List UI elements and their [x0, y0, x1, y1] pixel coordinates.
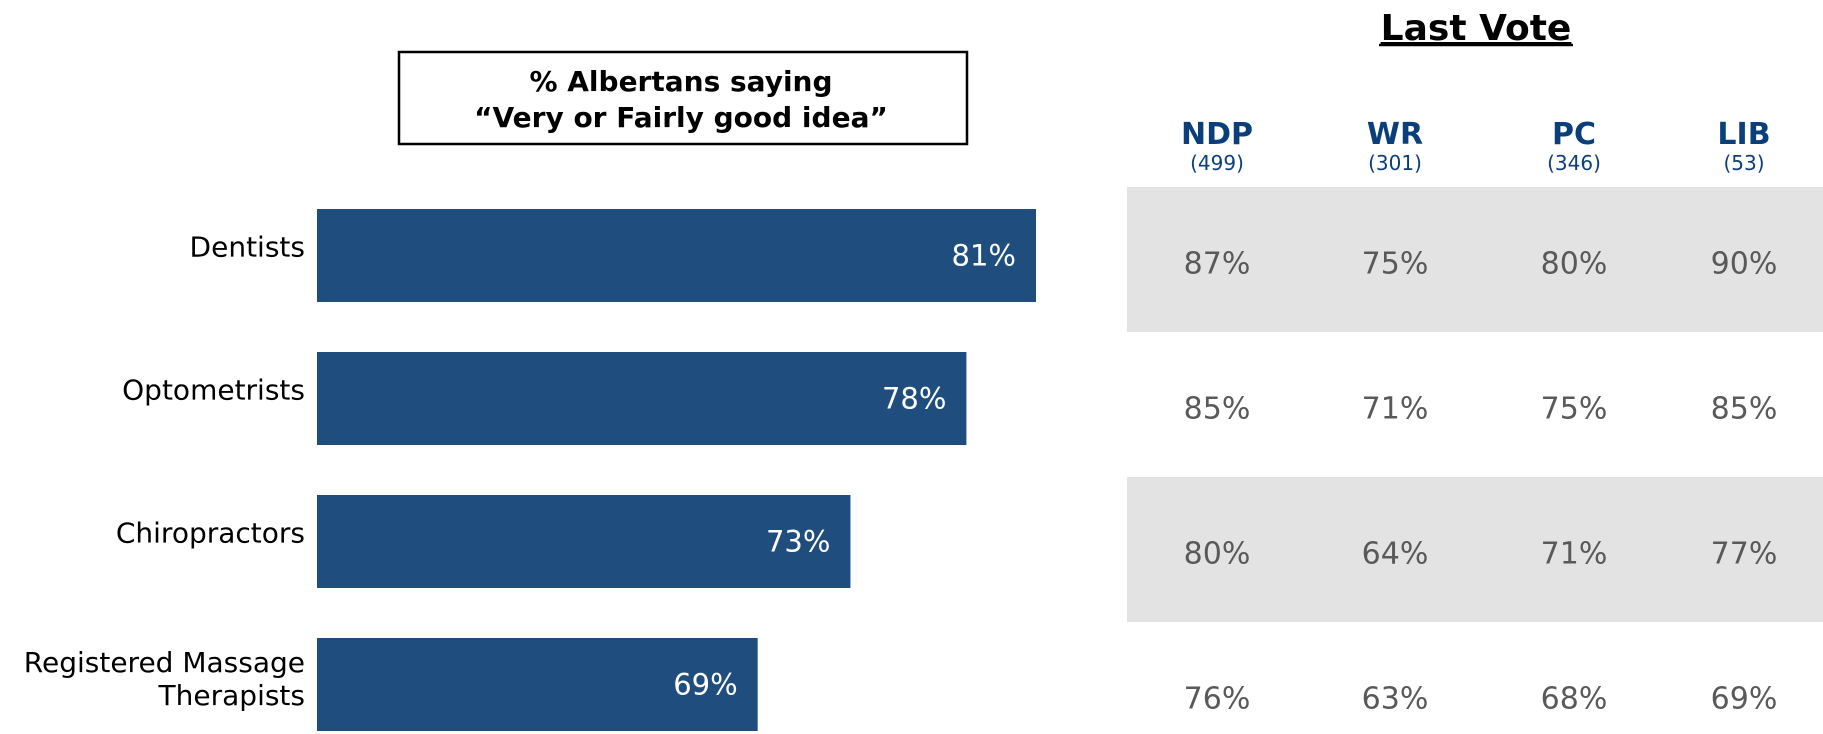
party-header: PC [1552, 117, 1596, 152]
party-sample-size: (346) [1547, 151, 1601, 175]
bar-value-label: 73% [766, 525, 830, 559]
table-cell: 80% [1541, 247, 1608, 282]
category-label: Registered Massage [24, 646, 305, 679]
title-box-line-2: “Very or Fairly good idea” [474, 101, 888, 134]
title-box: % Albertans saying “Very or Fairly good … [399, 52, 967, 144]
table-cell: 75% [1541, 392, 1608, 427]
party-sample-size: (301) [1368, 151, 1422, 175]
table-cell: 63% [1362, 682, 1429, 717]
table-cell: 71% [1362, 392, 1429, 427]
bar [317, 352, 966, 445]
bar-value-label: 69% [673, 668, 737, 702]
table-cell: 77% [1711, 537, 1778, 572]
table-cell: 87% [1184, 247, 1251, 282]
table-cell: 71% [1541, 537, 1608, 572]
last-vote-table: Last Vote 87% 75% 80% 90% 85% 71% 75% 85% 80% 64%… [1127, 8, 1823, 717]
category-label: Dentists [190, 231, 305, 264]
table-cell: 75% [1362, 247, 1429, 282]
category-label: Chiropractors [116, 517, 305, 550]
party-header: LIB [1717, 117, 1770, 152]
party-header: NDP [1181, 117, 1253, 152]
party-header: WR [1367, 117, 1423, 152]
bars-group: 81% Dentists 78% Optometrists 73% Chiropracto… [24, 209, 1036, 731]
bar-value-label: 81% [952, 239, 1016, 273]
table-cell: 76% [1184, 682, 1251, 717]
table-cell: 80% [1184, 537, 1251, 572]
party-sample-size: (53) [1723, 151, 1764, 175]
last-vote-title: Last Vote [1381, 8, 1572, 49]
table-cell: 68% [1541, 682, 1608, 717]
party-sample-size: (499) [1190, 151, 1244, 175]
table-cell: 90% [1711, 247, 1778, 282]
bar-value-label: 78% [882, 382, 946, 416]
table-cell: 64% [1362, 537, 1429, 572]
table-cell: 85% [1711, 392, 1778, 427]
table-cell: 69% [1711, 682, 1778, 717]
bar [317, 209, 1036, 302]
table-cell: 85% [1184, 392, 1251, 427]
title-box-line-1: % Albertans saying [529, 65, 832, 98]
category-label: Optometrists [122, 374, 305, 407]
category-label: Therapists [158, 679, 305, 712]
